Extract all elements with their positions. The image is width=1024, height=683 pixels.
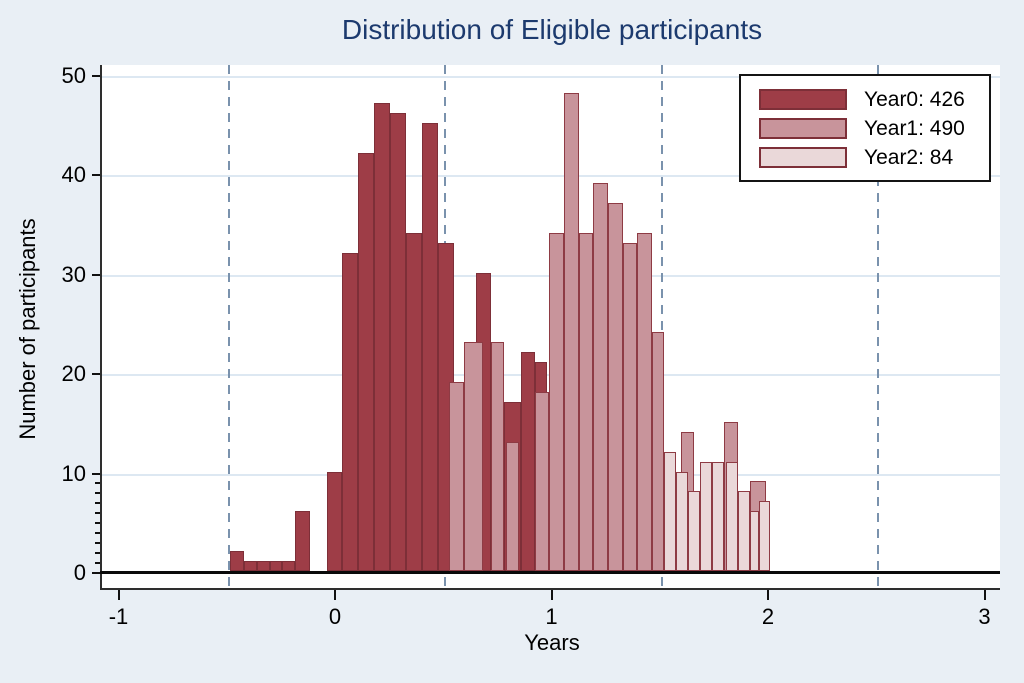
x-axis-zero-line <box>100 571 1000 574</box>
histogram-bar-year0 <box>374 103 391 571</box>
histogram-bar-year1 <box>506 441 520 571</box>
histogram-bar-year2 <box>663 451 677 571</box>
histogram-bar-year1 <box>548 232 564 571</box>
legend-label-year1: Year1: 490 <box>864 116 965 140</box>
y-tick-label-0: 0 <box>73 560 86 585</box>
dashed-vline--0.5 <box>227 65 230 588</box>
histogram-bar-year2 <box>700 461 712 571</box>
histogram-bar-year1 <box>637 232 652 571</box>
histogram-bar-year2 <box>750 511 759 571</box>
y-minor-tick-5 <box>95 522 100 524</box>
histogram-bar-year1 <box>448 381 465 571</box>
y-axis-title: Number of participants <box>15 218 40 440</box>
histogram-bar-year1 <box>608 202 623 571</box>
x-tick-label-1: 1 <box>545 604 558 629</box>
histogram-bar-year1 <box>592 182 609 571</box>
y-tick-0 <box>92 572 100 574</box>
histogram-bar-year2 <box>687 491 701 571</box>
x-tick-3 <box>983 590 986 600</box>
x-tick-0 <box>334 590 336 600</box>
chart-title: Distribution of Eligible participants <box>341 14 763 45</box>
y-minor-tick-8 <box>95 492 100 494</box>
y-tick-40 <box>92 174 100 176</box>
y-tick-label-30: 30 <box>61 261 86 287</box>
histogram-bar-year0 <box>270 561 282 571</box>
histogram-bar-year2 <box>737 491 751 571</box>
legend-swatch-year0 <box>759 89 847 110</box>
histogram-bar-year2 <box>676 471 688 571</box>
x-tick-2 <box>767 590 769 600</box>
dashed-vline-1.5 <box>660 65 663 588</box>
histogram-bar-year0 <box>327 471 342 571</box>
x-tick-label-0: 0 <box>328 604 342 629</box>
y-minor-tick-2 <box>95 552 100 554</box>
legend-swatch-year1 <box>759 118 847 139</box>
histogram-bar-year0 <box>243 561 257 571</box>
histogram-bar-year0 <box>390 113 407 571</box>
legend-item-year2: Year2: 84 <box>759 143 989 172</box>
legend-label-year0: Year0: 426 <box>864 87 965 111</box>
histogram-bar-year2 <box>711 461 725 571</box>
x-axis-title: Years <box>524 630 580 655</box>
histogram-bar-year1 <box>563 93 580 571</box>
y-minor-tick-3 <box>95 542 100 544</box>
histogram-bar-year0 <box>341 252 358 571</box>
y-tick-label-40: 40 <box>61 162 86 187</box>
y-tick-50 <box>92 74 100 77</box>
legend-item-year0: Year0: 426 <box>759 85 989 114</box>
histogram-bar-year0 <box>230 551 244 571</box>
histogram-bar-year0 <box>294 511 310 571</box>
histogram-bar-year0 <box>282 561 295 571</box>
y-minor-tick-4 <box>95 532 100 534</box>
histogram-bar-year1 <box>579 232 593 571</box>
x-tick--1 <box>117 590 120 600</box>
y-tick-20 <box>92 373 100 375</box>
histogram-bar-year0 <box>521 352 536 571</box>
histogram-bar-year2 <box>726 461 738 571</box>
y-tick-30 <box>92 273 100 276</box>
legend-item-year1: Year1: 490 <box>759 114 989 143</box>
legend-swatch-year2 <box>759 147 847 168</box>
x-tick-label-3: 3 <box>978 604 991 629</box>
x-tick-1 <box>550 590 553 600</box>
histogram-bar-year1 <box>464 342 483 571</box>
y-tick-label-10: 10 <box>61 460 86 486</box>
y-minor-tick-6 <box>95 512 100 514</box>
y-minor-tick-1 <box>95 562 100 564</box>
x-tick-label--1: -1 <box>108 604 129 629</box>
legend: Year0: 426 Year1: 490 Year2: 84 <box>739 74 991 182</box>
y-tick-10 <box>92 472 100 475</box>
histogram-bar-year1 <box>622 242 638 571</box>
histogram-bar-year0 <box>422 123 439 571</box>
gridline-y-50 <box>102 75 1000 78</box>
histogram-bar-year0 <box>406 232 423 571</box>
y-tick-label-50: 50 <box>61 62 86 88</box>
y-minor-tick-7 <box>95 502 100 504</box>
histogram-bar-year0 <box>358 153 375 571</box>
y-tick-label-20: 20 <box>61 361 86 386</box>
gridline-y-40 <box>102 175 1000 177</box>
dashed-vline-2.5 <box>877 65 880 588</box>
histogram-bar-year1 <box>490 342 504 571</box>
histogram-bar-year1 <box>535 391 549 571</box>
histogram-bar-year0 <box>256 561 271 571</box>
x-tick-label-2: 2 <box>761 604 775 629</box>
legend-label-year2: Year2: 84 <box>864 145 954 169</box>
histogram-bar-year2 <box>758 501 770 571</box>
histogram-bar-year1 <box>652 332 664 571</box>
y-minor-tick-9 <box>95 482 100 484</box>
